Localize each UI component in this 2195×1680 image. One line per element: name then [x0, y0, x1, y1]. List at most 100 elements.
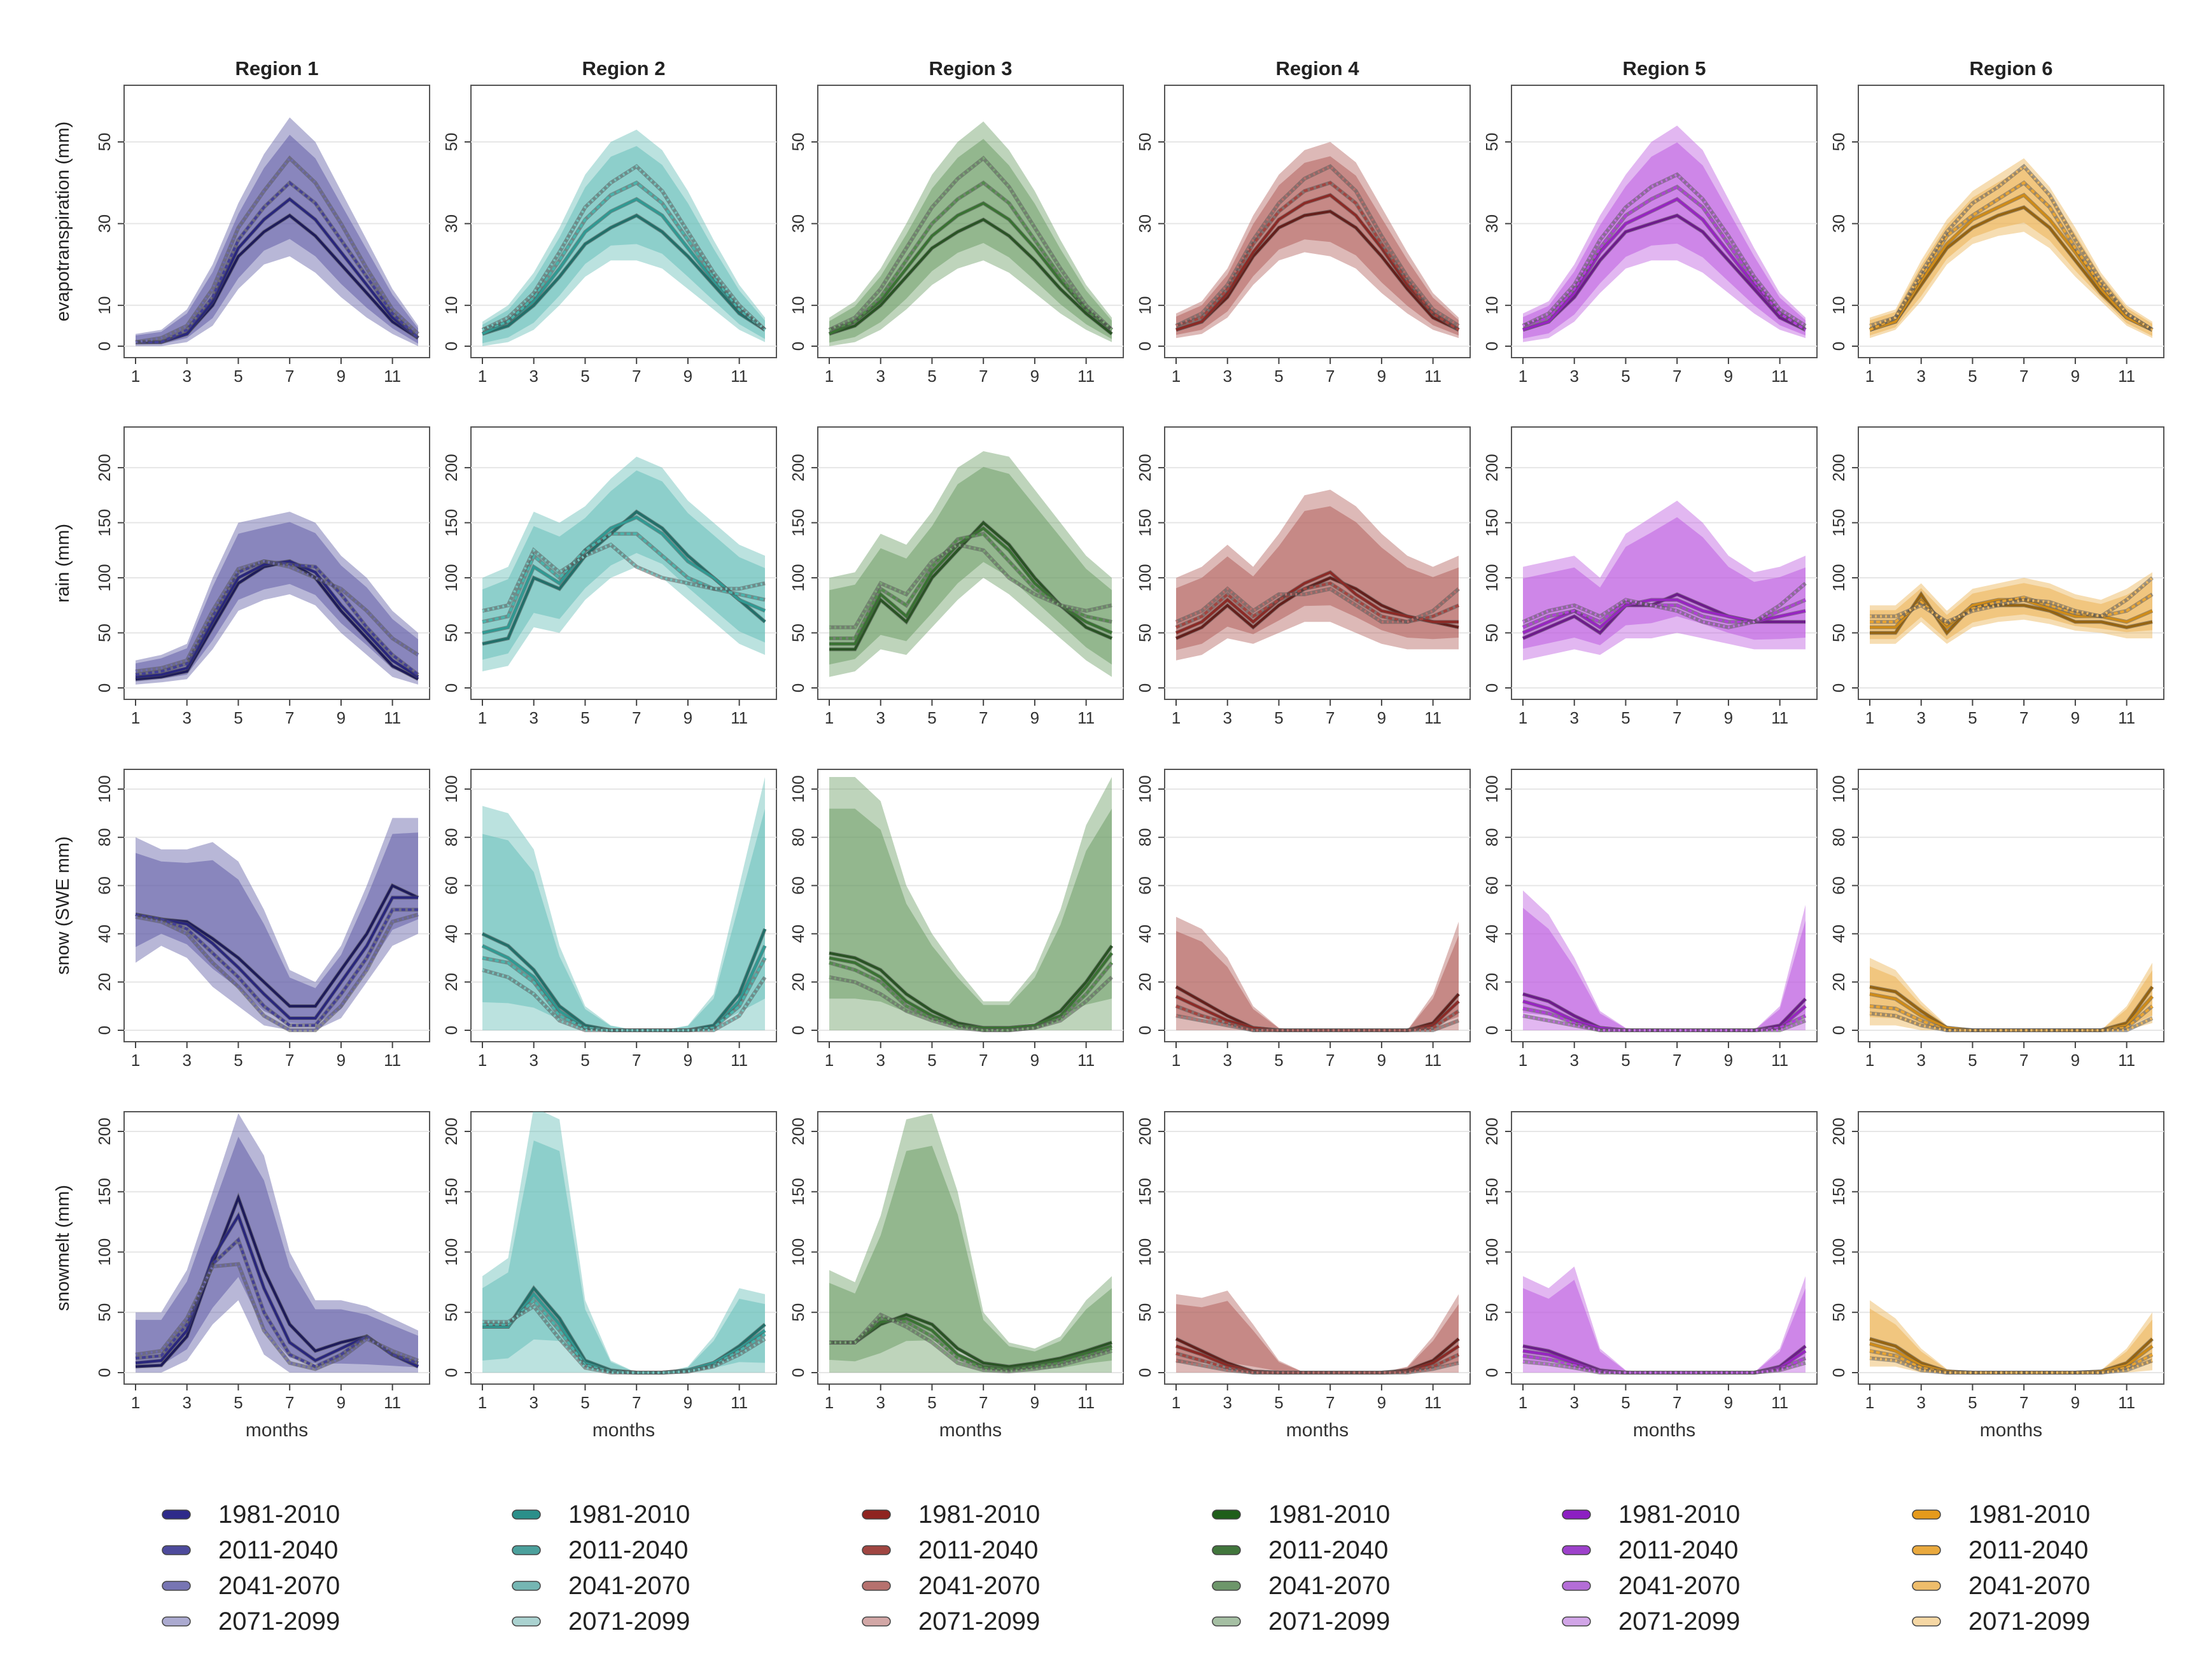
y-tick-label: 50 — [442, 624, 461, 642]
x-tick-label: 9 — [684, 1393, 692, 1412]
y-tick-label: 10 — [1135, 296, 1154, 314]
y-axis-label: evapotranspiration (mm) — [53, 122, 73, 321]
y-tick-label: 150 — [1482, 509, 1501, 536]
uncertainty-band — [1523, 1280, 1806, 1373]
uncertainty-band — [829, 808, 1112, 1027]
y-tick-label: 200 — [1829, 1117, 1848, 1145]
y-tick-label: 50 — [1482, 133, 1501, 151]
x-tick-label: 1 — [131, 1051, 140, 1070]
y-tick-label: 20 — [789, 973, 808, 991]
series-line-outline — [1175, 164, 1460, 328]
x-tick-label: 5 — [1274, 367, 1283, 386]
legend-label: 2071-2099 — [1268, 1607, 1390, 1635]
series-line-1981-2010 — [1870, 592, 2153, 635]
legend-swatch — [512, 1509, 541, 1520]
x-tick-label: 11 — [731, 367, 748, 386]
y-tick-label: 150 — [442, 1178, 461, 1205]
y-tick-label: 60 — [442, 876, 461, 895]
x-tick-label: 5 — [1621, 1393, 1630, 1412]
legend-label: 2071-2099 — [1618, 1607, 1740, 1635]
x-tick-label: 7 — [632, 1051, 641, 1070]
y-tick-label: 50 — [1482, 1303, 1501, 1322]
legend-label: 2011-2040 — [918, 1536, 1038, 1564]
x-tick-label: 5 — [927, 708, 936, 727]
y-tick-label: 100 — [789, 1238, 808, 1266]
y-tick-label: 50 — [95, 624, 114, 642]
x-tick-label: 9 — [1030, 367, 1039, 386]
panel-snow-1: 0 20 40 60 80 100 1 3 5 7 9 11 — [95, 769, 430, 1070]
x-tick-label: 9 — [337, 1051, 346, 1070]
panel-plot-area — [829, 451, 1113, 677]
y-tick-label: 0 — [1135, 1368, 1154, 1377]
panel-rain-6: 0 50 100 150 200 1 3 5 7 9 11 — [1829, 426, 2164, 727]
region-title: Region 4 — [1276, 57, 1360, 80]
legend-label: 2071-2099 — [568, 1607, 690, 1635]
panel-rain-4: 0 50 100 150 200 1 3 5 7 9 11 — [1135, 426, 1471, 727]
y-tick-label: 0 — [442, 1368, 461, 1377]
panel-frame — [1858, 426, 2164, 700]
x-tick-label: 7 — [2019, 367, 2028, 386]
legend-label: 2011-2040 — [1268, 1536, 1388, 1564]
x-tick-label: 5 — [580, 708, 589, 727]
y-tick-label: 100 — [95, 775, 114, 802]
panel-rain-3: 0 50 100 150 200 1 3 5 7 9 11 — [789, 426, 1124, 727]
x-tick-label: 5 — [1621, 708, 1630, 727]
legend-column-2: 1981-2010 2011-2040 2041-2070 2071-2099 — [512, 1501, 690, 1635]
x-tick-label: 5 — [1968, 1393, 1977, 1412]
x-tick-label: 5 — [1274, 708, 1283, 727]
y-tick-label: 50 — [442, 133, 461, 151]
x-tick-label: 11 — [1424, 367, 1441, 386]
x-tick-label: 1 — [1172, 1051, 1181, 1070]
series-line-2071-2099 — [1175, 1014, 1459, 1032]
x-tick-label: 9 — [2071, 367, 2080, 386]
uncertainty-band — [1523, 142, 1806, 339]
legend-label: 2041-2070 — [568, 1572, 690, 1600]
legend-swatch — [1562, 1545, 1591, 1555]
y-tick-label: 200 — [442, 454, 461, 481]
legend-swatch — [1912, 1581, 1941, 1591]
panel-snowmelt-4: 0 50 100 150 200 1 3 5 7 9 11 months — [1135, 1111, 1471, 1441]
series-line-1981-2010 — [829, 218, 1113, 335]
x-tick-label: 11 — [1424, 708, 1441, 727]
x-tick-label: 7 — [979, 367, 988, 386]
x-tick-label: 3 — [1569, 1051, 1578, 1070]
y-tick-label: 0 — [442, 1026, 461, 1035]
y-tick-label: 50 — [789, 133, 808, 151]
y-tick-label: 20 — [95, 973, 114, 991]
y-tick-label: 50 — [789, 1303, 808, 1322]
x-tick-label: 7 — [979, 1051, 988, 1070]
x-tick-label: 5 — [1968, 367, 1977, 386]
series-line-1981-2010 — [1522, 214, 1806, 332]
legend-label: 1981-2010 — [218, 1501, 340, 1529]
uncertainty-band — [482, 470, 765, 660]
panel-snow-6: 0 20 40 60 80 100 1 3 5 7 9 11 — [1829, 769, 2164, 1070]
x-tick-label: 11 — [2118, 1393, 2135, 1412]
panel-snowmelt-1: 0 50 100 150 200 1 3 5 7 9 11 months — [95, 1111, 430, 1441]
y-tick-label: 50 — [1482, 624, 1501, 642]
x-tick-label: 7 — [285, 1051, 294, 1070]
x-axis-label: months — [939, 1420, 1002, 1441]
x-tick-label: 11 — [1771, 708, 1788, 727]
series-line-2011-2040 — [1175, 193, 1460, 332]
y-tick-label: 100 — [1482, 564, 1501, 591]
uncertainty-band — [482, 146, 765, 344]
x-axis-label: months — [1633, 1420, 1695, 1441]
legend-swatch — [862, 1545, 891, 1555]
series-line-outline — [135, 155, 420, 344]
series-line-outline — [829, 180, 1113, 332]
series-line-outline — [1870, 576, 2154, 624]
x-tick-label: 11 — [2118, 367, 2135, 386]
y-tick-label: 150 — [1829, 509, 1848, 536]
panel-rain-2: 0 50 100 150 200 1 3 5 7 9 11 — [442, 426, 777, 727]
y-tick-label: 0 — [789, 683, 808, 692]
panel-rain-5: 0 50 100 150 200 1 3 5 7 9 11 — [1482, 426, 1818, 727]
panel-plot-area — [1869, 1300, 2154, 1375]
region-title: Region 3 — [929, 57, 1013, 80]
series-line-2011-2040 — [136, 197, 419, 344]
legend-swatch — [1212, 1581, 1241, 1591]
x-tick-label: 9 — [2071, 708, 2080, 727]
x-tick-label: 7 — [1673, 1051, 1681, 1070]
panel-plot-area — [1870, 572, 2154, 644]
x-tick-label: 1 — [131, 1393, 140, 1412]
y-tick-label: 10 — [1482, 296, 1501, 314]
